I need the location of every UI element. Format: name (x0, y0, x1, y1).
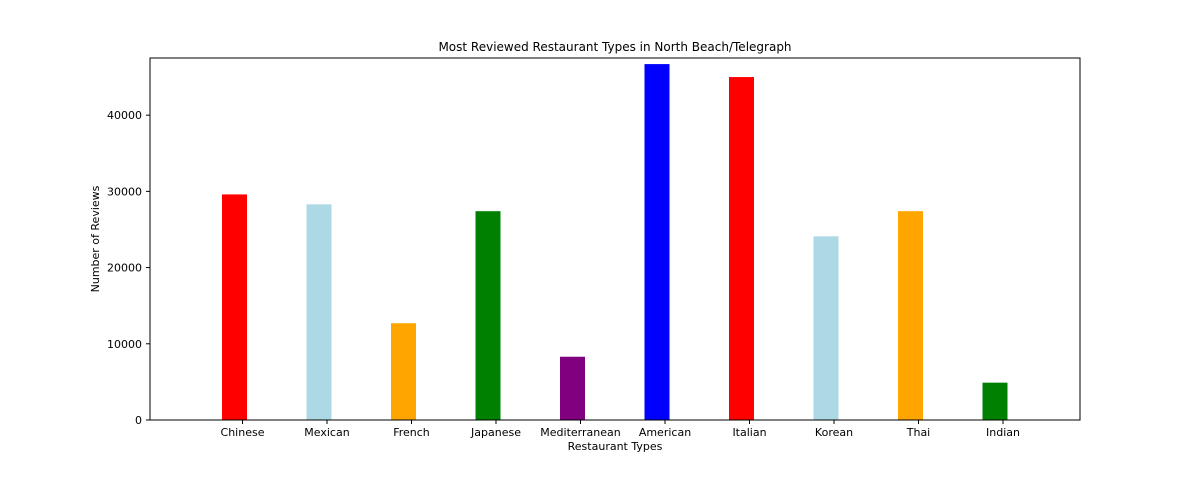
y-tick-label: 40000 (107, 109, 142, 122)
y-axis: 0 10000 20000 30000 40000 (107, 109, 150, 427)
bar-thai (898, 211, 923, 420)
bar-korean (813, 236, 839, 420)
y-tick-label: 30000 (107, 185, 142, 198)
bar-french (391, 323, 416, 420)
y-tick-label: 0 (135, 414, 142, 427)
x-tick-label: Korean (815, 426, 853, 439)
x-tick-label: Mexican (304, 426, 349, 439)
x-axis-label: Restaurant Types (568, 440, 663, 453)
bar-american (644, 64, 670, 421)
x-tick-label: American (639, 426, 691, 439)
x-tick-label: Chinese (221, 426, 265, 439)
bar-indian (982, 382, 1008, 420)
x-tick-label: Mediterranean (540, 426, 620, 439)
x-tick-label: Italian (732, 426, 766, 439)
chart-title: Most Reviewed Restaurant Types in North … (438, 40, 791, 54)
x-tick-label: Thai (906, 426, 931, 439)
y-tick-label: 20000 (107, 262, 142, 275)
bar-japanese (475, 211, 501, 420)
y-tick-label: 10000 (107, 338, 142, 351)
y-axis-label: Number of Reviews (89, 185, 102, 292)
plot-frame (149, 57, 1081, 421)
bar-italian (729, 77, 754, 420)
bar-mexican (306, 204, 332, 420)
x-tick-label: French (393, 426, 430, 439)
x-axis: Chinese Mexican French Japanese Mediterranea… (221, 420, 1020, 439)
bar-chinese (222, 194, 247, 420)
bars-layer (222, 64, 1008, 421)
x-tick-label: Japanese (470, 426, 521, 439)
x-tick-label: Indian (986, 426, 1020, 439)
bar-mediterranean (560, 356, 585, 420)
